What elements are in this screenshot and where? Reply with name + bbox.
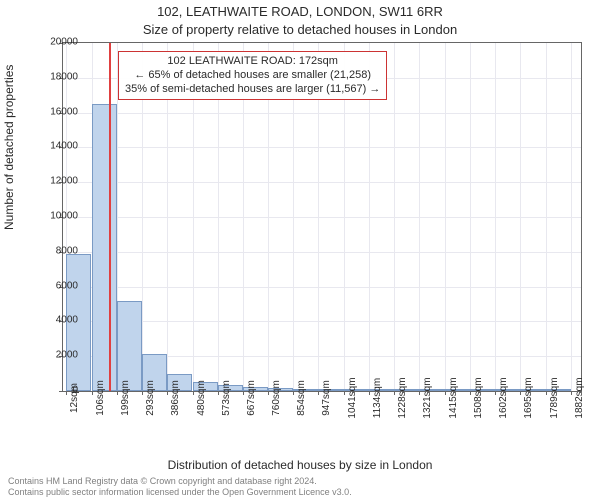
x-tick-label: 854sqm [296,380,307,416]
x-tick-label: 947sqm [321,380,332,416]
x-tick-mark [142,391,143,395]
x-tick-mark [520,391,521,395]
chart-subtitle: Size of property relative to detached ho… [0,22,600,37]
y-tick-label: 20000 [38,37,78,48]
gridline-horizontal [63,217,581,218]
x-tick-mark [369,391,370,395]
x-tick-mark [117,391,118,395]
gridline-vertical [520,43,521,391]
x-tick-label: 1415sqm [448,377,459,418]
y-tick-label: 10000 [38,211,78,222]
x-tick-mark [218,391,219,395]
annotation-line-1: 102 LEATHWAITE ROAD: 172sqm [125,55,380,69]
gridline-vertical [546,43,547,391]
y-tick-label: 18000 [38,71,78,82]
y-tick-label: 4000 [38,315,78,326]
gridline-vertical [470,43,471,391]
y-tick-label: 8000 [38,245,78,256]
x-tick-label: 1321sqm [422,377,433,418]
histogram-bar [117,301,142,391]
footer-line-2: Contains public sector information licen… [8,487,352,498]
footer-attribution: Contains HM Land Registry data © Crown c… [8,476,352,498]
gridline-vertical [445,43,446,391]
x-tick-mark [318,391,319,395]
gridline-vertical [394,43,395,391]
plot-area: 102 LEATHWAITE ROAD: 172sqm← 65% of deta… [62,42,582,392]
chart-container: 102, LEATHWAITE ROAD, LONDON, SW11 6RR S… [0,0,600,500]
y-tick-label: 2000 [38,350,78,361]
x-tick-mark [167,391,168,395]
x-tick-label: 667sqm [246,380,257,416]
y-tick-label: 14000 [38,141,78,152]
y-axis-label: Number of detached properties [2,65,16,230]
gridline-horizontal [63,182,581,183]
x-tick-mark [419,391,420,395]
gridline-vertical [419,43,420,391]
x-tick-label: 199sqm [120,380,131,416]
x-tick-mark [470,391,471,395]
x-tick-mark [571,391,572,395]
gridline-horizontal [63,113,581,114]
chart-title: 102, LEATHWAITE ROAD, LONDON, SW11 6RR [0,4,600,19]
x-tick-label: 386sqm [170,380,181,416]
x-tick-label: 12sqm [69,383,80,413]
x-tick-mark [243,391,244,395]
gridline-vertical [495,43,496,391]
x-tick-mark [394,391,395,395]
x-tick-mark [344,391,345,395]
annotation-line-3: 35% of semi-detached houses are larger (… [125,83,380,97]
x-tick-label: 573sqm [221,380,232,416]
gridline-horizontal [63,252,581,253]
annotation-line-2: ← 65% of detached houses are smaller (21… [125,69,380,83]
x-tick-label: 1602sqm [498,377,509,418]
gridline-horizontal [63,147,581,148]
x-tick-mark [193,391,194,395]
gridline-horizontal [63,287,581,288]
y-tick-label: 6000 [38,280,78,291]
x-tick-label: 1134sqm [372,378,383,418]
x-tick-label: 1882sqm [574,377,585,418]
gridline-vertical [571,43,572,391]
x-tick-label: 1041sqm [347,377,358,418]
x-tick-label: 760sqm [271,380,282,416]
x-tick-mark [268,391,269,395]
y-tick-label: 12000 [38,176,78,187]
x-tick-mark [546,391,547,395]
x-tick-label: 106sqm [95,380,106,416]
x-tick-label: 1508sqm [473,377,484,418]
x-axis-label: Distribution of detached houses by size … [0,458,600,472]
x-tick-mark [495,391,496,395]
property-marker-line [109,43,111,391]
x-tick-label: 480sqm [196,380,207,416]
x-tick-label: 293sqm [145,380,156,416]
histogram-bar [92,104,117,391]
x-tick-mark [92,391,93,395]
x-tick-label: 1695sqm [523,377,534,418]
x-tick-label: 1228sqm [397,377,408,418]
annotation-box: 102 LEATHWAITE ROAD: 172sqm← 65% of deta… [118,51,387,100]
x-tick-mark [445,391,446,395]
x-tick-label: 1789sqm [549,377,560,418]
y-tick-label: 16000 [38,106,78,117]
footer-line-1: Contains HM Land Registry data © Crown c… [8,476,352,487]
x-tick-mark [293,391,294,395]
